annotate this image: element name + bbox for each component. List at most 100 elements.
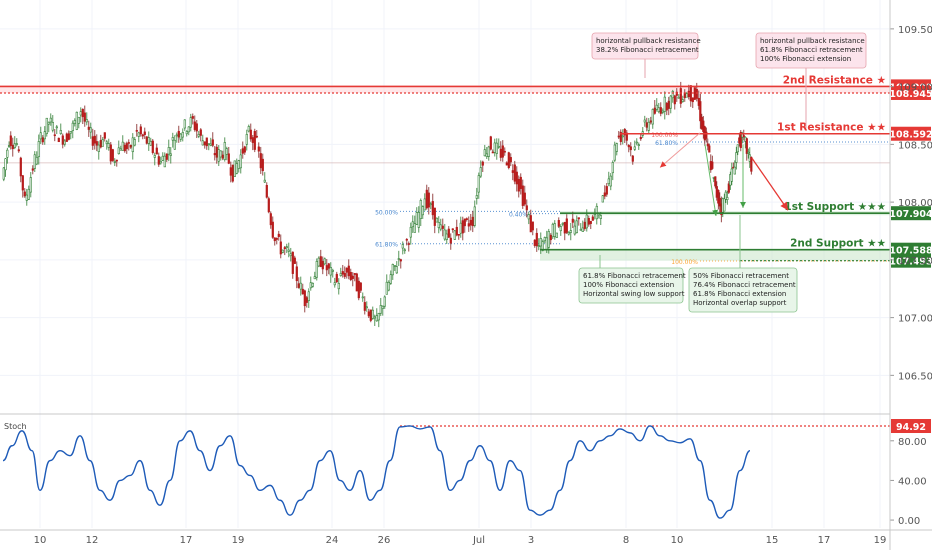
- candle-body: [443, 229, 446, 240]
- candle-body: [708, 145, 711, 153]
- projection-arrows: [659, 132, 789, 217]
- candle-body: [271, 221, 274, 238]
- candle-body: [673, 95, 676, 105]
- candle-body: [385, 281, 388, 295]
- candle-body: [705, 131, 708, 139]
- candle-body: [637, 144, 640, 147]
- annotation-box: [591, 32, 699, 60]
- candle-body: [225, 148, 228, 155]
- annotation-text: 100% Fibonacci extension: [583, 281, 674, 289]
- candle-body: [211, 139, 214, 146]
- candle-body: [363, 302, 366, 311]
- candle-body: [659, 107, 662, 114]
- candle-body: [145, 136, 148, 144]
- candle-body: [501, 145, 504, 158]
- candle-body: [469, 219, 472, 226]
- candle-body: [477, 175, 480, 193]
- candle-body: [133, 139, 136, 146]
- candle-body: [437, 221, 440, 228]
- candle-body: [407, 243, 410, 245]
- time-tick-label: 26: [378, 535, 391, 546]
- candle-body: [241, 148, 244, 154]
- candle-body: [355, 273, 358, 292]
- candle-body: [581, 227, 584, 232]
- candle-body: [613, 144, 616, 161]
- annotation-text: Horizontal swing low support: [583, 290, 685, 298]
- candle-body: [59, 130, 62, 134]
- candle-body: [223, 142, 226, 160]
- candle-body: [702, 120, 705, 132]
- candle-body: [243, 146, 246, 153]
- candle-body: [463, 218, 466, 227]
- candle-body: [555, 232, 558, 238]
- candle-body: [357, 280, 360, 299]
- candle-body: [679, 88, 682, 104]
- candle-body: [399, 259, 402, 262]
- candle-body: [447, 228, 450, 238]
- candle-body: [733, 166, 736, 175]
- candle-body: [633, 146, 636, 150]
- candle-body: [189, 117, 192, 128]
- candle-body: [275, 237, 278, 240]
- candle-body: [491, 151, 494, 154]
- candle-body: [661, 110, 664, 113]
- candle-body: [273, 237, 276, 242]
- candle-body: [599, 215, 602, 219]
- candle-body: [33, 154, 36, 169]
- candle-body: [283, 247, 286, 249]
- candle-body: [171, 137, 174, 141]
- candle-body: [521, 185, 524, 206]
- annotation-box: [755, 32, 867, 69]
- candle-body: [607, 178, 610, 185]
- candle-body: [293, 257, 296, 264]
- support-zone-fill: [540, 249, 890, 261]
- annotation-box: [688, 267, 798, 313]
- candle-body: [425, 189, 428, 209]
- candle-body: [105, 141, 108, 145]
- level-tag: [891, 206, 931, 221]
- candle-body: [429, 203, 432, 206]
- candle-body: [563, 222, 566, 234]
- annotation-text: 76.4% Fibonacci retracement: [693, 281, 796, 289]
- candle-body: [535, 232, 538, 247]
- candle-body: [351, 275, 354, 279]
- candle-body: [57, 137, 60, 143]
- stoch-tick-label: 40.00: [898, 476, 927, 487]
- candle-body: [149, 141, 152, 146]
- candle-body: [691, 97, 694, 103]
- candle-body: [365, 306, 368, 309]
- candle-body: [665, 102, 668, 111]
- candle-body: [61, 135, 64, 145]
- candle-body: [449, 237, 452, 244]
- stoch-marker-value: 94.92: [896, 422, 926, 433]
- candle-body: [529, 215, 532, 233]
- candle-body: [35, 156, 38, 165]
- resistance-zone-fill: [0, 86, 890, 93]
- candle-body: [203, 141, 206, 146]
- candle-body: [319, 256, 322, 267]
- candle-body: [181, 132, 184, 138]
- candle-body: [669, 95, 672, 109]
- candle-body: [373, 316, 376, 319]
- level-tag: [891, 85, 931, 100]
- candle-body: [37, 141, 40, 158]
- candle-body: [289, 253, 292, 257]
- candle-body: [317, 257, 320, 267]
- candle-body: [551, 223, 554, 238]
- candle-body: [543, 237, 546, 242]
- candle-body: [229, 167, 232, 176]
- candle-body: [627, 144, 630, 148]
- candle-body: [387, 281, 390, 291]
- candle-body: [253, 131, 256, 150]
- candle-body: [421, 206, 424, 216]
- candle-body: [51, 122, 54, 131]
- candle-body: [439, 224, 442, 230]
- price-tick-label: 109.500: [898, 25, 932, 36]
- candle-body: [619, 131, 622, 142]
- candle-body: [571, 218, 574, 223]
- candle-body: [321, 260, 324, 270]
- price-tick-label: 109.000: [898, 83, 932, 94]
- candle-body: [379, 305, 382, 314]
- candle-body: [195, 123, 198, 132]
